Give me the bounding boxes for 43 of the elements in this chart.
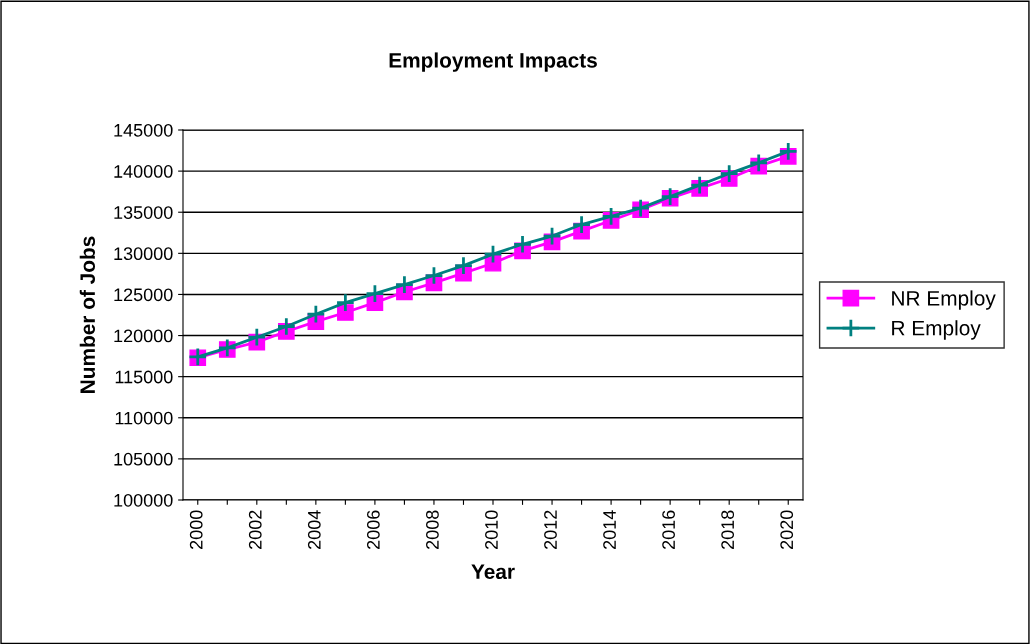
y-tick-label: 105000 xyxy=(114,452,173,466)
point xyxy=(247,327,267,347)
point xyxy=(276,316,297,337)
y-tick-label: 125000 xyxy=(114,288,173,302)
y-tick-label: 110000 xyxy=(115,411,173,425)
point xyxy=(601,206,621,227)
y-tick-label: 120000 xyxy=(114,329,173,343)
chart-title: Employment Impacts xyxy=(389,52,597,72)
x-tick-label: 2008 xyxy=(426,510,439,549)
point xyxy=(689,175,710,195)
x-tick-label: 2012 xyxy=(544,510,557,549)
point xyxy=(719,163,739,184)
x-tick-label: 2002 xyxy=(248,510,262,549)
x-tick-label: 2006 xyxy=(366,510,380,549)
y-tick-label: 100000 xyxy=(114,493,173,507)
point xyxy=(394,274,415,295)
x-tick-label: 2016 xyxy=(662,510,675,549)
point xyxy=(542,226,562,246)
legend-label: R Employ xyxy=(892,320,981,340)
point xyxy=(778,141,798,162)
point xyxy=(337,304,354,321)
y-tick-label: 115000 xyxy=(115,370,173,384)
point xyxy=(335,292,356,313)
x-tick-label: 2010 xyxy=(485,510,498,549)
point xyxy=(453,255,474,276)
y-axis-title: Number of Jobs xyxy=(79,236,96,393)
x-tick-label: 2020 xyxy=(780,510,794,549)
point xyxy=(306,304,326,324)
y-tick-label: 140000 xyxy=(114,165,173,178)
x-tick-label: 2014 xyxy=(603,510,616,549)
point xyxy=(571,214,592,235)
point xyxy=(424,265,444,286)
y-tick-label: 130000 xyxy=(114,247,173,261)
point xyxy=(483,244,503,264)
y-tick-label: 135000 xyxy=(114,206,173,219)
x-axis-title: Year xyxy=(471,564,515,580)
point xyxy=(512,234,533,255)
point xyxy=(365,283,385,304)
x-tick-label: 2018 xyxy=(721,510,735,549)
legend-label: NR Employ xyxy=(892,290,996,310)
y-tick-label: 145000 xyxy=(114,123,173,137)
x-tick-label: 2004 xyxy=(307,510,321,549)
x-tick-label: 2000 xyxy=(189,510,203,549)
